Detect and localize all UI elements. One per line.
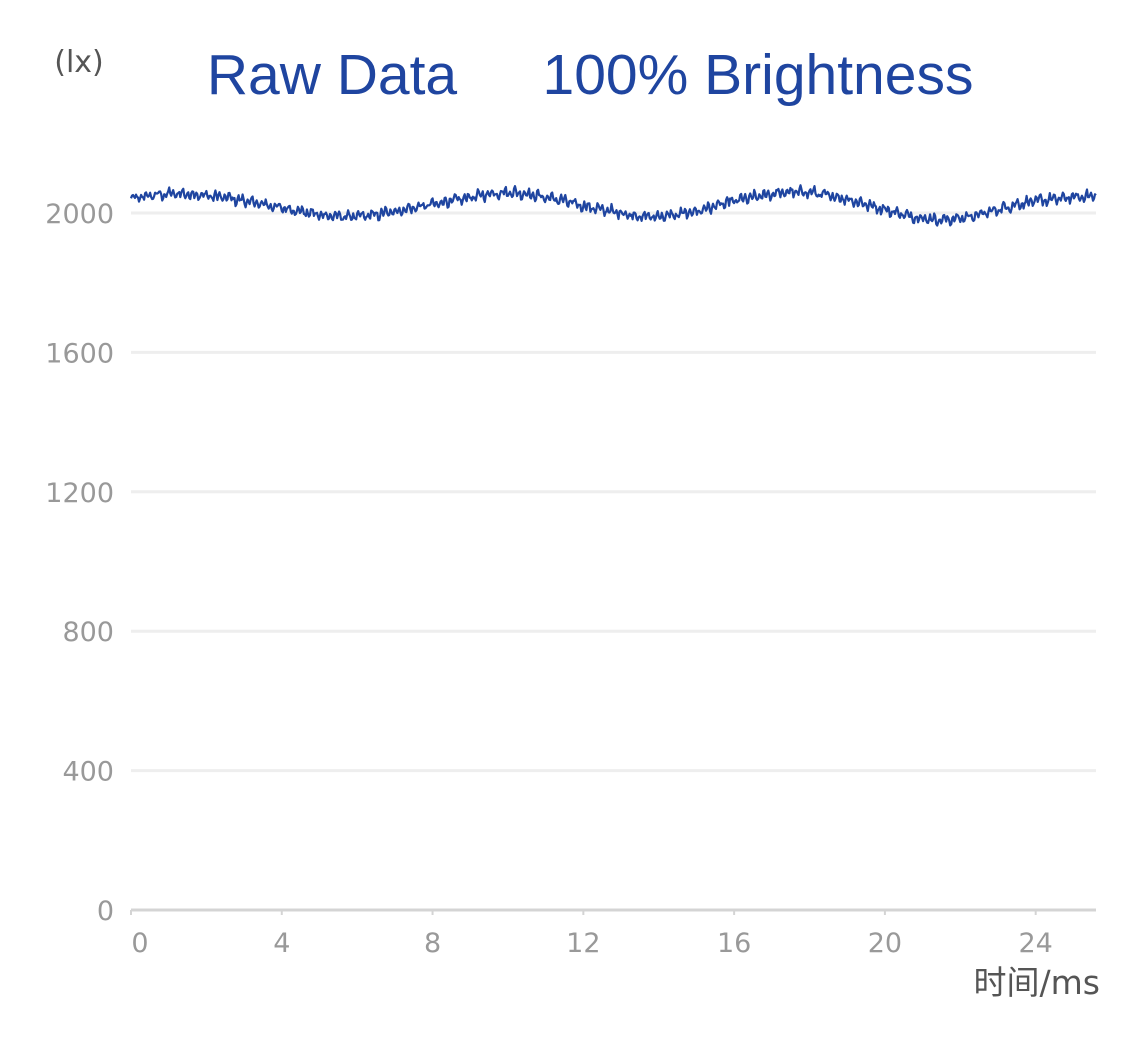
x-tick-label: 16 xyxy=(717,928,751,959)
y-axis-unit-label: (lx) xyxy=(54,45,104,80)
x-axis-label: 时间/ms xyxy=(974,963,1100,1002)
y-tick-label: 800 xyxy=(62,617,114,648)
x-tick-label: 0 xyxy=(131,928,148,959)
x-tick-label: 20 xyxy=(868,928,902,959)
chart-subtitle: 100% Brightness xyxy=(543,43,974,107)
y-tick-label: 1600 xyxy=(45,338,114,369)
y-tick-label: 0 xyxy=(97,896,114,927)
x-tick-label: 24 xyxy=(1019,928,1053,959)
y-axis-ticks: 0 400 800 1200 1600 2000 xyxy=(45,199,114,927)
chart-title: Raw Data xyxy=(207,43,458,107)
series-line xyxy=(129,184,1097,227)
x-axis-ticks: 0 4 8 12 16 20 24 xyxy=(130,910,1053,959)
x-tick-label: 12 xyxy=(566,928,600,959)
y-tick-label: 2000 xyxy=(45,199,114,230)
x-tick-label: 8 xyxy=(424,928,441,959)
series-layer xyxy=(129,184,1097,227)
gridlines xyxy=(131,211,1096,912)
y-tick-label: 400 xyxy=(62,757,114,788)
y-tick-label: 1200 xyxy=(45,478,114,509)
x-tick-label: 4 xyxy=(273,928,290,959)
